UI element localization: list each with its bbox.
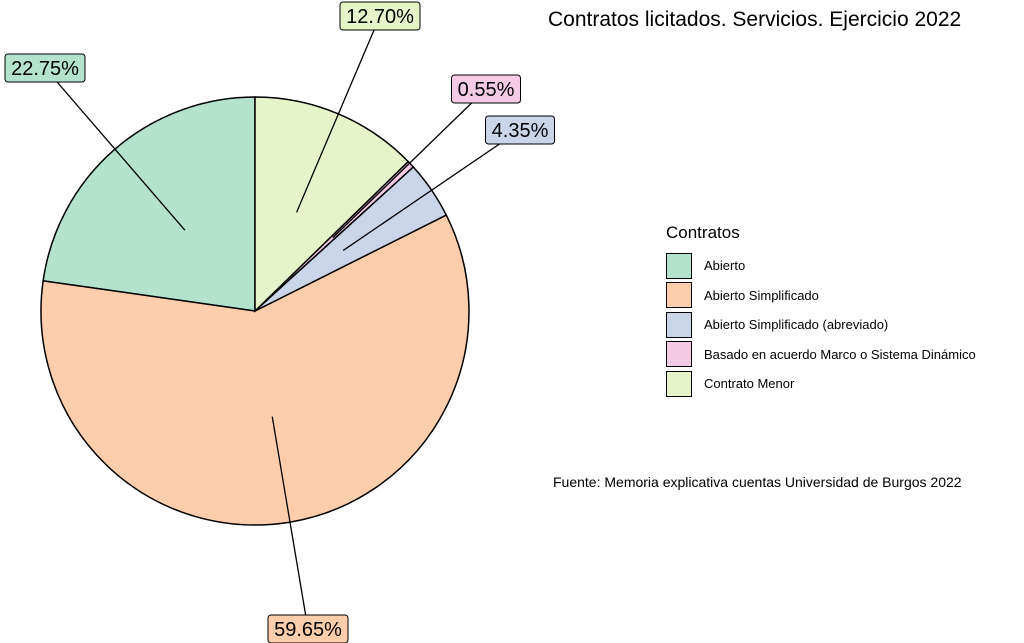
slice-label-contrato-menor: 12.70% — [339, 1, 421, 31]
label-box — [485, 115, 555, 145]
pie-slice-abierto — [42, 96, 256, 312]
leader-line-abierto-simplificado-abreviado — [342, 129, 521, 251]
legend-key — [666, 370, 692, 397]
legend-key — [666, 252, 692, 279]
label-text: 12.70% — [346, 6, 414, 28]
label-text: 59.65% — [274, 619, 342, 641]
legend-key — [666, 341, 692, 368]
leader-line-basado-acuerdo-marco — [332, 88, 487, 239]
legend-label: Abierto — [704, 258, 746, 274]
slice-label-basado-acuerdo-marco: 0.55% — [451, 74, 521, 104]
legend: Contratos Abierto Abierto Simplificado A… — [666, 223, 976, 399]
label-text: 4.35% — [492, 120, 549, 142]
legend-key — [666, 282, 692, 309]
label-leader-lines — [44, 15, 521, 630]
legend-key — [666, 311, 692, 338]
slice-label-abierto-simplificado-abreviado: 4.35% — [485, 115, 555, 145]
legend-item-abierto-simplificado-abreviado: Abierto Simplificado (abreviado) — [666, 310, 976, 340]
slice-label-abierto: 22.75% — [4, 53, 86, 83]
leader-line-abierto — [44, 67, 186, 231]
source-caption: Fuente: Memoria explicativa cuentas Univ… — [553, 474, 962, 490]
legend-title: Contratos — [666, 223, 740, 242]
legend-label: Basado en acuerdo Marco o Sistema Dinámi… — [704, 346, 976, 362]
legend-item-basado-acuerdo-marco: Basado en acuerdo Marco o Sistema Dinámi… — [666, 340, 976, 370]
chart-title: Contratos licitados. Servicios. Ejercici… — [548, 8, 962, 31]
pie-slices — [40, 96, 470, 526]
legend-label: Abierto Simplificado — [704, 287, 819, 303]
label-box — [267, 614, 349, 643]
legend-item-abierto-simplificado: Abierto Simplificado — [666, 281, 976, 311]
label-box — [339, 1, 421, 31]
legend-label: Abierto Simplificado (abreviado) — [704, 317, 889, 333]
slice-label-abierto-simplificado: 59.65% — [267, 614, 349, 643]
label-box — [4, 53, 86, 83]
leader-line-contrato-menor — [295, 15, 381, 213]
label-text: 22.75% — [11, 58, 79, 80]
leader-line-abierto-simplificado — [271, 416, 309, 630]
label-box — [451, 74, 521, 104]
legend-item-contrato-menor: Contrato Menor — [666, 369, 976, 399]
legend-item-abierto: Abierto — [666, 251, 976, 281]
legend-label: Contrato Menor — [704, 376, 795, 392]
label-text: 0.55% — [458, 79, 515, 101]
slice-labels: 22.75% 59.65% 4.35% 0.55% 12.70% — [4, 1, 555, 643]
